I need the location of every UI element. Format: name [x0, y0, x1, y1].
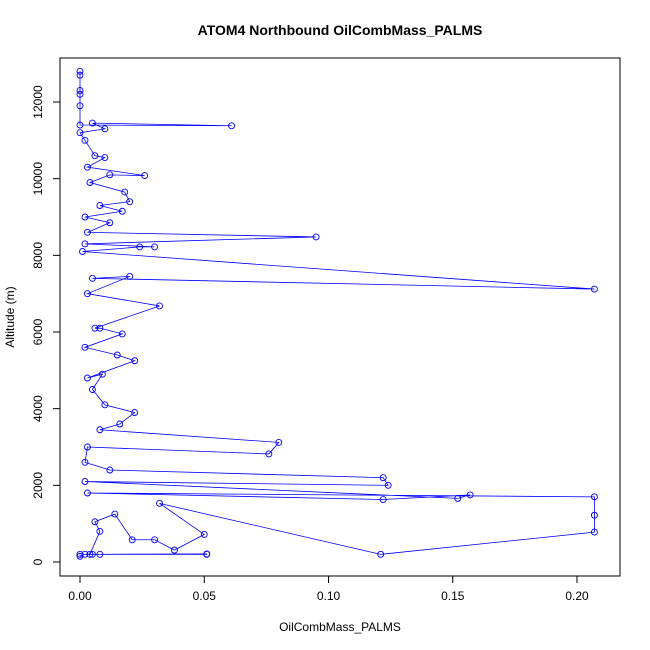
- data-point: [454, 494, 462, 502]
- data-point: [590, 511, 598, 519]
- data-point: [101, 125, 109, 133]
- data-point: [76, 87, 84, 94]
- data-point: [96, 202, 104, 209]
- data-point: [91, 518, 99, 526]
- data-point: [76, 90, 84, 98]
- data-point: [200, 530, 208, 538]
- data-point: [96, 426, 104, 434]
- data-point: [84, 228, 91, 236]
- data-point: [81, 478, 89, 485]
- data-point: [170, 546, 178, 554]
- data-point: [312, 233, 320, 241]
- y-tick-label: 10000: [31, 162, 45, 196]
- y-tick-label: 12000: [31, 85, 45, 119]
- x-axis-label: OilCombMass_PALMS: [279, 620, 401, 634]
- data-point: [590, 285, 598, 293]
- data-point: [76, 552, 84, 560]
- data-point: [101, 154, 109, 162]
- data-point: [76, 67, 84, 75]
- data-point: [91, 324, 99, 332]
- data-point: [118, 330, 126, 338]
- chart-title: ATOM4 Northbound OilCombMass_PALMS: [198, 22, 483, 38]
- data-point: [76, 102, 84, 110]
- data-point: [88, 274, 96, 282]
- data-point: [126, 272, 134, 280]
- data-point: [81, 343, 89, 351]
- data-point: [121, 188, 129, 196]
- data-point: [79, 248, 86, 255]
- data-point: [111, 510, 119, 518]
- x-tick-label: 0.20: [565, 589, 589, 603]
- data-point: [86, 179, 94, 186]
- data-point: [76, 550, 84, 558]
- data-point: [88, 119, 96, 127]
- data-point: [86, 550, 94, 558]
- y-axis-label: Altitude (m): [3, 286, 17, 347]
- x-tick-label: 0.10: [317, 589, 341, 603]
- data-point: [590, 493, 598, 501]
- data-point: [81, 213, 89, 221]
- data-point: [84, 290, 91, 298]
- data-point: [384, 481, 392, 489]
- data-point: [275, 438, 283, 446]
- data-point: [377, 550, 385, 558]
- data-point: [379, 474, 387, 482]
- data-point: [106, 466, 114, 474]
- data-point: [126, 198, 134, 206]
- data-point: [84, 163, 91, 171]
- y-tick-label: 0: [31, 558, 45, 565]
- data-point: [84, 374, 91, 382]
- data-point: [84, 489, 91, 497]
- y-tick-label: 8000: [31, 242, 45, 269]
- x-tick-label: 0.00: [68, 589, 92, 603]
- data-point: [136, 243, 144, 251]
- data-point: [379, 496, 387, 503]
- data-point: [131, 409, 139, 416]
- data-point: [156, 499, 163, 507]
- data-point: [76, 121, 84, 129]
- data-point: [98, 370, 106, 378]
- data-point: [590, 528, 598, 536]
- data-point: [228, 122, 236, 130]
- data-point: [151, 536, 159, 544]
- data-point: [81, 458, 89, 466]
- data-point: [96, 527, 104, 535]
- data-point: [265, 450, 273, 458]
- x-tick-label: 0.15: [441, 589, 465, 603]
- data-point: [81, 240, 89, 248]
- data-point: [76, 71, 84, 79]
- data-point: [151, 243, 159, 251]
- y-tick-label: 2000: [31, 472, 45, 499]
- data-point: [113, 351, 121, 359]
- y-tick-label: 4000: [31, 395, 45, 422]
- data-point: [203, 550, 211, 558]
- data-point: [106, 219, 114, 227]
- data-point: [128, 536, 136, 544]
- data-point: [91, 152, 99, 160]
- data-point: [141, 172, 149, 180]
- data-point: [156, 302, 163, 310]
- data-point: [131, 357, 139, 365]
- data-point: [466, 491, 474, 499]
- data-point: [84, 443, 91, 451]
- data-point: [88, 386, 96, 393]
- data-point: [116, 420, 124, 428]
- data-point: [106, 171, 114, 179]
- data-point: [96, 550, 104, 558]
- data-point: [118, 207, 126, 215]
- data-point: [96, 324, 104, 332]
- data-point: [76, 129, 84, 137]
- x-tick-label: 0.05: [193, 589, 217, 603]
- y-tick-label: 6000: [31, 318, 45, 345]
- data-line: [79, 71, 595, 557]
- data-point: [101, 401, 109, 409]
- data-point: [81, 136, 89, 144]
- data-point: [88, 550, 96, 558]
